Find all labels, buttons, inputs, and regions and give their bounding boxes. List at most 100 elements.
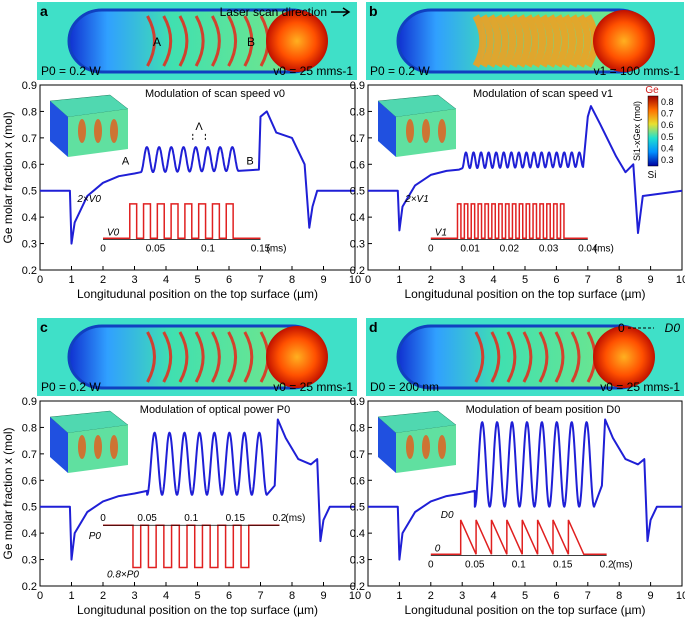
x-tick-label: 8 — [616, 274, 622, 286]
map-label-left: D0 = 200 nm — [370, 380, 439, 394]
y-tick-label: 0.2 — [350, 581, 365, 593]
map-stripe — [562, 14, 577, 68]
y-tick-label: 0.7 — [350, 449, 365, 461]
map-stripe — [474, 331, 485, 383]
x-tick-label: 0 — [365, 590, 371, 602]
y-tick-label: 0.5 — [22, 502, 37, 514]
map-stripe — [194, 331, 205, 383]
modulation-tick-label: 0.05 — [146, 244, 166, 255]
inset-cube-stripe — [110, 119, 118, 143]
x-tick-label: 4 — [491, 590, 497, 602]
map-stripe — [502, 14, 517, 68]
modulation-unit: (ms) — [285, 513, 305, 524]
map-stripe — [211, 15, 221, 67]
x-tick-label: 3 — [131, 590, 137, 602]
map-stripe — [211, 331, 221, 383]
x-tick-label: 1 — [68, 274, 74, 286]
map-label-right: v0 = 25 mms-1 — [273, 64, 353, 78]
inset-cube-stripe — [406, 119, 414, 143]
map-stripe — [243, 331, 254, 383]
x-tick-label: 8 — [289, 274, 295, 286]
x-tick-label: 8 — [289, 590, 295, 602]
x-tick-label: 6 — [553, 590, 559, 602]
modulation-high-label: 2×V1 — [404, 194, 429, 205]
beam-start-label: 0 — [618, 321, 625, 335]
y-tick-label: 0.2 — [350, 265, 365, 277]
modulation-tick-label: 0 — [100, 513, 106, 524]
map-melt-pool — [593, 326, 655, 388]
y-tick-label: 0.9 — [350, 80, 365, 92]
modulation-tick-label: 0.2 — [272, 513, 286, 524]
map-stripe — [146, 15, 156, 67]
map-label-right: v1 = 100 mms-1 — [594, 64, 681, 78]
y-tick-label: 0.3 — [22, 239, 37, 251]
map-stripe — [554, 331, 565, 383]
inset-cube-stripe — [422, 119, 430, 143]
map-label-right: v0 = 25 mms-1 — [600, 380, 680, 394]
chart-title: Modulation of scan speed v1 — [473, 88, 613, 100]
y-tick-label: 0.8 — [22, 422, 37, 434]
y-tick-label: 0.8 — [350, 422, 365, 434]
y-tick-label: 0.4 — [22, 528, 37, 540]
modulation-tick-label: 0 — [428, 560, 434, 571]
inset-cube-stripe — [406, 435, 414, 459]
map-stripe — [569, 14, 584, 68]
x-tick-label: 2 — [428, 590, 434, 602]
x-tick-label: 0 — [37, 274, 43, 286]
x-tick-label: 3 — [131, 274, 137, 286]
map-stripe — [243, 15, 254, 67]
colorbar-top-label: Ge — [645, 85, 659, 96]
modulation-waveform — [430, 519, 607, 556]
map-stripe — [495, 14, 509, 68]
map-stripe — [472, 14, 487, 68]
colorbar-tick-label: 0.5 — [661, 132, 674, 142]
map-stripe — [162, 15, 173, 67]
modulation-waveform — [103, 203, 261, 240]
x-tick-label: 0 — [365, 274, 371, 286]
map-melt-pool — [266, 10, 328, 72]
modulation-high-label: 2×V0 — [76, 194, 101, 205]
x-tick-label: 6 — [553, 274, 559, 286]
map-melt-pool — [593, 10, 655, 72]
map-label-right: v0 = 25 mms-1 — [273, 380, 353, 394]
map-stripe — [506, 331, 517, 383]
map-stripe — [525, 14, 539, 68]
modulation-low-label: V0 — [107, 227, 120, 238]
map-label-left: P0 = 0.2 W — [41, 64, 101, 78]
inset-cube-stripe — [438, 435, 446, 459]
colorbar-bottom-label: Si — [648, 170, 657, 181]
modulation-tick-label: 0.04 — [578, 244, 598, 255]
inset-cube-side — [50, 101, 68, 157]
y-tick-label: 0.9 — [22, 396, 37, 408]
modulation-tick-label: 0.05 — [137, 513, 157, 524]
modulation-tick-label: 0.1 — [184, 513, 198, 524]
map-stripe — [554, 14, 569, 68]
y-tick-label: 0.7 — [350, 133, 365, 145]
x-tick-label: 2 — [100, 274, 106, 286]
y-axis-label: Ge molar fraction x (mol) — [1, 111, 15, 243]
colorbar-title: Si1-xGex (mol) — [632, 101, 642, 161]
map-stripe — [490, 331, 501, 383]
modulation-tick-label: 0.03 — [539, 244, 559, 255]
map-stripe — [194, 15, 205, 67]
y-tick-label: 0.4 — [350, 212, 365, 224]
map-stripe — [510, 14, 524, 68]
series-line — [368, 418, 682, 561]
y-tick-label: 0.3 — [350, 555, 365, 567]
map-label-left: P0 = 0.2 W — [41, 380, 101, 394]
y-tick-label: 0.9 — [22, 80, 37, 92]
panel-a: P0 = 0.2 W v0 = 25 mms-1 Laser scan direct… — [1, 2, 361, 301]
modulation-tick-label: 0.2 — [600, 560, 614, 571]
x-tick-label: 7 — [257, 274, 263, 286]
colorbar-tick-label: 0.7 — [661, 109, 674, 119]
modulation-high-label: P0 — [89, 531, 102, 542]
modulation-low-label: 0 — [435, 543, 441, 554]
y-tick-label: 0.3 — [22, 555, 37, 567]
modulation-tick-label: 0.01 — [460, 244, 480, 255]
x-tick-label: 2 — [428, 274, 434, 286]
modulation-unit: (ms) — [594, 244, 614, 255]
x-tick-label: 3 — [459, 590, 465, 602]
modulation-tick-label: 0.05 — [465, 560, 485, 571]
panel-b: P0 = 0.2 W v1 = 100 mms-1 b 0 1 2 3 4 5 6 7 8 9 10 Lon… — [350, 2, 685, 301]
